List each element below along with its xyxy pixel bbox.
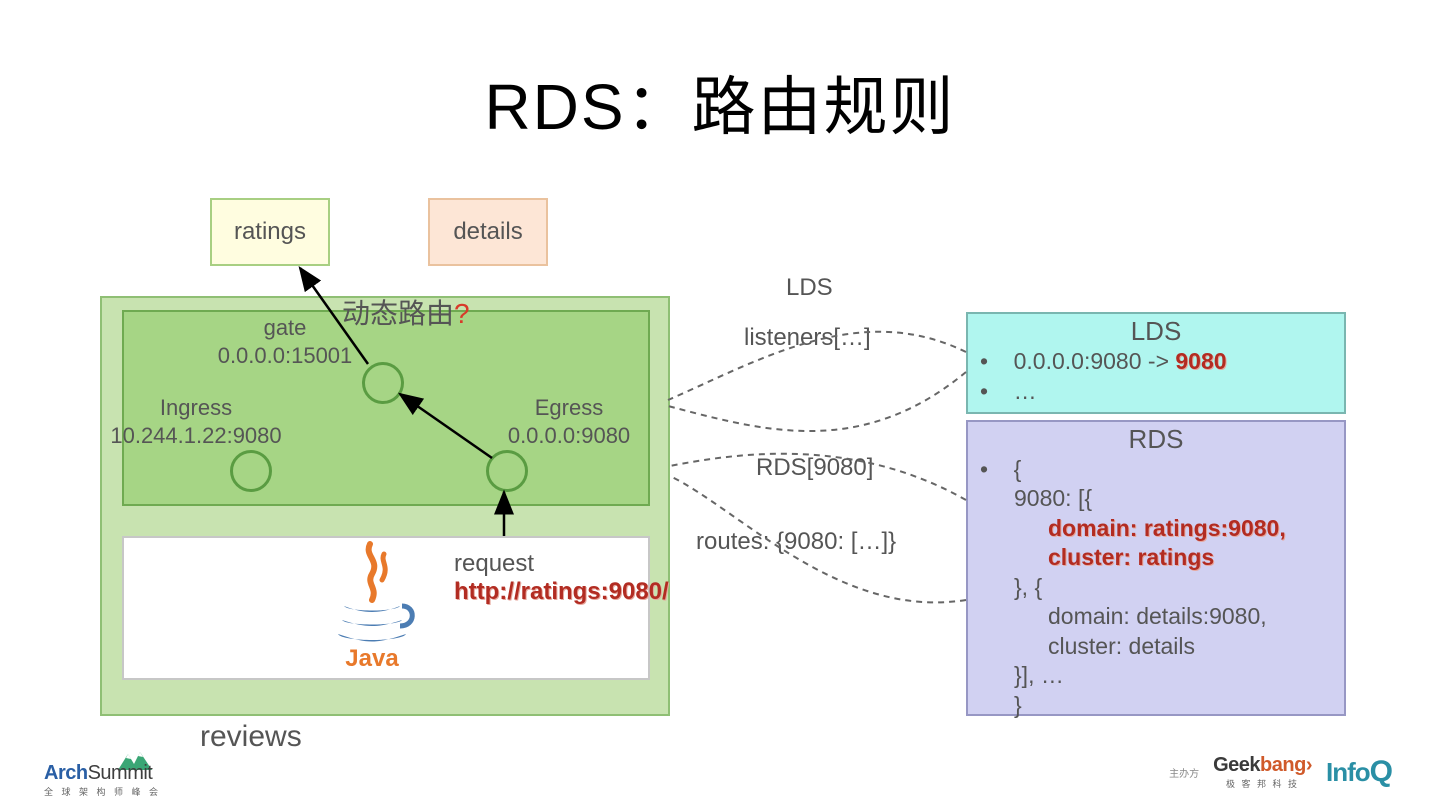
footer-gt: › (1306, 754, 1312, 776)
gate-addr: 0.0.0.0:15001 (218, 343, 353, 368)
footer-geekbang: Geekbang› 极 客 邦 科 技 (1213, 754, 1312, 790)
side-routes-label: routes: {9080: […]} (696, 528, 896, 556)
lds-box-title: LDS (968, 316, 1344, 347)
footer-arch-sub: 全 球 架 构 师 峰 会 (44, 785, 161, 798)
java-logo-icon: Java (324, 540, 420, 670)
side-rds-key-label: RDS[9080] (756, 454, 873, 482)
footer-right: 主办方 Geekbang› 极 客 邦 科 技 InfoQ (1169, 754, 1392, 790)
rds-l3: domain: ratings:9080, (980, 514, 1332, 543)
rds-box-title: RDS (968, 424, 1344, 455)
ingress-addr: 10.244.1.22:9080 (110, 423, 281, 448)
request-label: request (454, 550, 534, 578)
rds-l5: }, { (980, 573, 1332, 602)
ingress-name: Ingress (160, 395, 232, 420)
ingress-label: Ingress 10.244.1.22:9080 (96, 394, 296, 449)
ingress-node-circle (230, 450, 272, 492)
rds-box-content: • { 9080: [{ domain: ratings:9080, clust… (968, 455, 1344, 720)
lds-line1-red: 9080 (1175, 348, 1226, 374)
footer-infoq-text: Info (1326, 757, 1370, 787)
lds-line-2: • … (968, 377, 1344, 407)
rds-l7: cluster: details (980, 632, 1332, 661)
lds-line1-prefix: 0.0.0.0:9080 -> (1014, 348, 1176, 374)
lds-box: LDS • 0.0.0.0:9080 -> 9080 • … (966, 312, 1346, 414)
rds-box: RDS • { 9080: [{ domain: ratings:9080, c… (966, 420, 1346, 716)
gate-name: gate (264, 315, 307, 340)
side-listeners-label: listeners[…] (744, 324, 871, 352)
egress-addr: 0.0.0.0:9080 (508, 423, 630, 448)
svg-text:Java: Java (345, 645, 399, 670)
side-lds-label: LDS (786, 274, 833, 302)
rds-l8: }], … (980, 661, 1332, 690)
footer-infoq: InfoQ (1326, 755, 1392, 789)
details-box: details (428, 198, 548, 266)
footer-infoq-q: Q (1370, 755, 1392, 788)
egress-node-circle (486, 450, 528, 492)
gate-node-circle (362, 362, 404, 404)
footer-host-label: 主办方 (1169, 765, 1199, 780)
egress-name: Egress (535, 395, 603, 420)
dynamic-route-qmark: ? (454, 298, 470, 329)
request-url: http://ratings:9080/ (454, 578, 669, 606)
footer-arch-text: Arch (44, 762, 88, 784)
rds-l9: } (980, 691, 1332, 720)
lds-line2-text: … (1014, 378, 1037, 404)
rds-l2: 9080: [{ (980, 484, 1332, 513)
gate-label: gate 0.0.0.0:15001 (200, 314, 370, 369)
rds-l1: { (1014, 456, 1022, 482)
ratings-box: ratings (210, 198, 330, 266)
rds-l6: domain: details:9080, (980, 602, 1332, 631)
lds-line-1: • 0.0.0.0:9080 -> 9080 (968, 347, 1344, 377)
footer-geek: Geek (1213, 754, 1260, 776)
page-title: RDS：路由规则 (0, 56, 1440, 148)
footer-summit-text: Summit (88, 762, 153, 784)
footer-bang: bang (1260, 754, 1306, 776)
rds-l4: cluster: ratings (980, 543, 1332, 572)
egress-label: Egress 0.0.0.0:9080 (484, 394, 654, 449)
footer-geek-sub: 极 客 邦 科 技 (1213, 777, 1312, 790)
reviews-label: reviews (200, 720, 302, 754)
footer-archsummit: ArchSummit 全 球 架 构 师 峰 会 (44, 762, 161, 798)
